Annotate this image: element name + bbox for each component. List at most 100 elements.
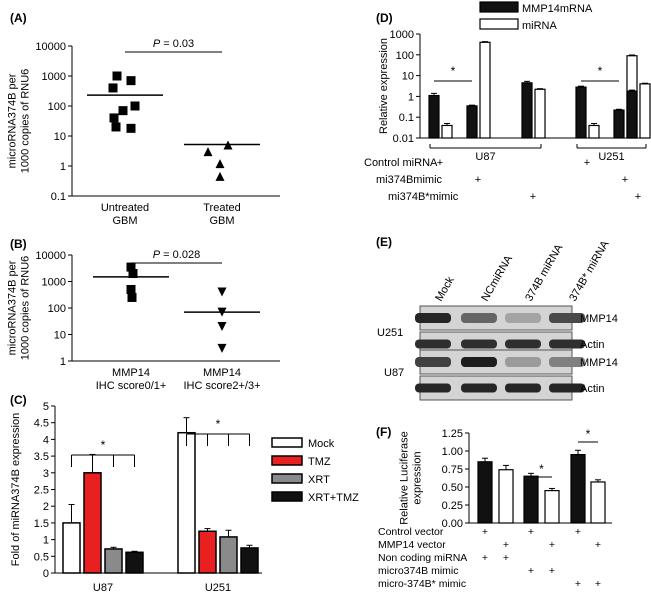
y-tick-label: 10 bbox=[402, 71, 414, 83]
condition-mark: + bbox=[595, 539, 601, 551]
data-point bbox=[118, 106, 128, 116]
y-tick-label: 0.1 bbox=[399, 112, 414, 124]
band-label: Actin bbox=[580, 383, 604, 395]
bar-mmp14mrna bbox=[466, 105, 478, 139]
p-value-label: P = 0.03 bbox=[153, 38, 194, 50]
bar bbox=[570, 454, 586, 524]
blot-band bbox=[505, 383, 541, 393]
bar-tmz bbox=[198, 530, 217, 574]
legend-swatch bbox=[271, 473, 303, 484]
y-tick-label: 1000 bbox=[42, 277, 66, 289]
y-tick-label: 10 bbox=[54, 131, 66, 143]
bar-mock bbox=[62, 522, 81, 574]
condition-mark: + bbox=[595, 578, 601, 590]
y-tick-label: 100 bbox=[396, 50, 414, 62]
blot-band bbox=[505, 313, 541, 323]
y-axis-label: microRNA374B per bbox=[7, 260, 19, 355]
bar-mirna bbox=[639, 83, 651, 139]
bar bbox=[590, 481, 606, 524]
significance-star: * bbox=[216, 417, 221, 431]
condition-label: MMP14 vector bbox=[378, 539, 446, 551]
condition-mark: + bbox=[528, 565, 534, 577]
panel-label: (E) bbox=[376, 235, 392, 249]
condition-label: mi374Bmimic bbox=[376, 174, 443, 186]
data-point bbox=[215, 171, 225, 181]
band-label: MMP14 bbox=[580, 357, 618, 369]
condition-mark: + bbox=[549, 539, 555, 551]
y-axis-label: 1000 copies of RNU6 bbox=[20, 256, 32, 361]
y-tick-label: 5 bbox=[43, 401, 49, 413]
y-tick-label: 4 bbox=[43, 434, 49, 446]
y-tick-label: 2 bbox=[43, 501, 49, 513]
blot-band bbox=[549, 357, 585, 367]
condition-mark: + bbox=[575, 578, 581, 590]
y-tick-label: 1.25 bbox=[442, 428, 463, 440]
y-tick-label: 1 bbox=[408, 91, 414, 103]
condition-mark: + bbox=[503, 539, 509, 551]
lane-label: NCmiRNA bbox=[479, 253, 515, 303]
category-label: U87 bbox=[93, 582, 113, 594]
bar-mirna bbox=[534, 88, 546, 139]
legend-label: miRNA bbox=[522, 20, 557, 32]
significance-star: * bbox=[101, 438, 106, 452]
blot-band bbox=[505, 339, 541, 349]
panel-label: (C) bbox=[10, 393, 27, 407]
legend-label: TMZ bbox=[308, 456, 331, 468]
panel-label: (D) bbox=[376, 11, 393, 25]
category-label: IHC score0/1+ bbox=[96, 380, 167, 392]
y-tick-label: 0.75 bbox=[442, 464, 463, 476]
y-tick-label: 1000 bbox=[42, 71, 66, 83]
blot-band bbox=[461, 357, 497, 367]
category-label: GBM bbox=[209, 215, 234, 227]
blot-band bbox=[505, 357, 541, 367]
cell-line-label: U87 bbox=[475, 151, 495, 163]
condition-mark: + bbox=[482, 526, 488, 538]
legend-label: Mock bbox=[308, 438, 335, 450]
y-tick-label: 0.1 bbox=[51, 191, 66, 203]
bar-mmp14mrna bbox=[521, 82, 533, 139]
condition-mark: + bbox=[528, 526, 534, 538]
bar-mirna bbox=[588, 124, 600, 139]
blot-band bbox=[415, 339, 451, 349]
blot-band bbox=[461, 339, 497, 349]
data-point bbox=[112, 71, 122, 81]
y-tick-label: 0 bbox=[43, 568, 49, 580]
blot-cell-line: U87 bbox=[384, 367, 404, 379]
significance-star: * bbox=[586, 427, 591, 441]
data-point bbox=[126, 123, 136, 133]
legend-swatch bbox=[271, 455, 303, 466]
band-label: MMP14 bbox=[580, 313, 618, 325]
data-point bbox=[126, 76, 136, 86]
blot-band bbox=[549, 383, 585, 393]
bar-xrt-tmz bbox=[125, 551, 144, 574]
bar-xrt bbox=[219, 536, 238, 574]
bar-mmp14mrna bbox=[613, 109, 625, 139]
bar-mmp14mrna bbox=[428, 94, 440, 139]
lane-label: 374B* miRNA bbox=[567, 238, 612, 303]
category-label: MMP14 bbox=[203, 367, 241, 379]
lane-label: 374B miRNA bbox=[523, 242, 566, 304]
bar-mmp14mrna bbox=[575, 86, 587, 139]
legend-label: MMP14mRNA bbox=[522, 3, 593, 15]
bar-mock bbox=[177, 431, 196, 574]
bar-xrt bbox=[104, 548, 123, 574]
lane-label: Mock bbox=[433, 274, 457, 303]
condition-mark: + bbox=[575, 526, 581, 538]
y-tick-label: 100 bbox=[48, 101, 66, 113]
y-tick-label: 3.5 bbox=[34, 451, 49, 463]
data-point bbox=[128, 269, 138, 279]
condition-mark: + bbox=[622, 174, 628, 186]
blot-band bbox=[415, 357, 451, 367]
category-label: IHC score2+/3+ bbox=[183, 380, 260, 392]
bar-tmz bbox=[83, 472, 102, 574]
data-point bbox=[217, 343, 227, 353]
blot-band bbox=[415, 383, 451, 393]
y-tick-label: 1 bbox=[60, 161, 66, 173]
data-point bbox=[108, 83, 118, 93]
data-point bbox=[215, 159, 225, 169]
panel-label: (B) bbox=[10, 237, 27, 251]
condition-mark: + bbox=[437, 157, 443, 169]
bar-mirna bbox=[479, 41, 491, 139]
y-tick-label: 0.50 bbox=[442, 482, 463, 494]
